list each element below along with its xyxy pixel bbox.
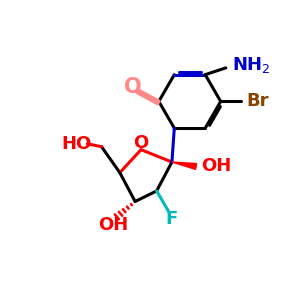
Text: OH: OH [201,158,232,175]
Text: O: O [124,77,142,97]
Text: O: O [133,134,148,152]
Text: NH$_2$: NH$_2$ [232,55,271,75]
Text: F: F [165,211,178,229]
Text: HO: HO [61,135,92,153]
Text: OH: OH [98,216,128,234]
Polygon shape [172,162,196,169]
Text: Br: Br [246,92,269,110]
